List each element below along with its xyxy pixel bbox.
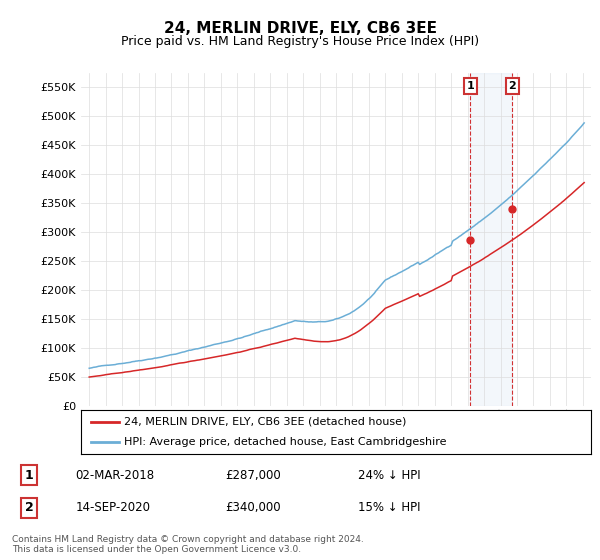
Text: HPI: Average price, detached house, East Cambridgeshire: HPI: Average price, detached house, East…: [124, 437, 447, 447]
Text: £287,000: £287,000: [225, 469, 281, 482]
Text: 1: 1: [467, 81, 474, 91]
Text: £340,000: £340,000: [225, 501, 281, 514]
Text: 24, MERLIN DRIVE, ELY, CB6 3EE: 24, MERLIN DRIVE, ELY, CB6 3EE: [163, 21, 437, 36]
Text: 2: 2: [508, 81, 516, 91]
Text: Price paid vs. HM Land Registry's House Price Index (HPI): Price paid vs. HM Land Registry's House …: [121, 35, 479, 48]
Text: 1: 1: [25, 469, 34, 482]
Text: 24, MERLIN DRIVE, ELY, CB6 3EE (detached house): 24, MERLIN DRIVE, ELY, CB6 3EE (detached…: [124, 417, 407, 427]
Text: 2: 2: [25, 501, 34, 514]
Text: Contains HM Land Registry data © Crown copyright and database right 2024.
This d: Contains HM Land Registry data © Crown c…: [12, 535, 364, 554]
Text: 14-SEP-2020: 14-SEP-2020: [76, 501, 151, 514]
Text: 24% ↓ HPI: 24% ↓ HPI: [358, 469, 420, 482]
Text: 15% ↓ HPI: 15% ↓ HPI: [358, 501, 420, 514]
Text: 02-MAR-2018: 02-MAR-2018: [76, 469, 154, 482]
Bar: [470, 73, 512, 406]
